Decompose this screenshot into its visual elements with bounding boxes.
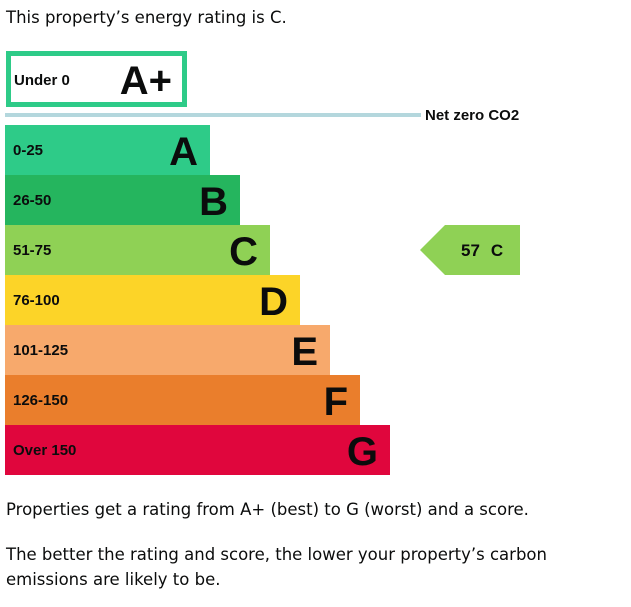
band-a-plus-letter: A+ — [120, 59, 172, 103]
band-b-range: 26-50 — [13, 192, 51, 209]
band-a-bar — [5, 125, 210, 175]
band-d-letter: D — [259, 280, 288, 324]
band-a-letter: A — [169, 130, 198, 174]
band-f: 126-150 F — [5, 375, 360, 425]
band-e-bar — [5, 325, 330, 375]
rating-explanation: Properties get a rating from A+ (best) t… — [6, 500, 529, 519]
band-a: 0-25 A — [5, 125, 210, 175]
band-g-bar — [5, 425, 390, 475]
band-b-bar — [5, 175, 240, 225]
band-f-letter: F — [324, 380, 348, 424]
band-a-range: 0-25 — [13, 142, 43, 159]
band-a-plus-range: Under 0 — [14, 72, 70, 89]
intro-text: This property’s energy rating is C. — [6, 8, 287, 27]
band-c: 51-75 C — [5, 225, 270, 275]
band-d-range: 76-100 — [13, 292, 60, 309]
current-rating-marker: 57 C — [420, 225, 520, 275]
band-a-plus: Under 0 A+ — [6, 51, 187, 107]
band-g-letter: G — [347, 430, 378, 474]
emissions-explanation: The better the rating and score, the low… — [6, 545, 547, 589]
current-rating-label: 57 C — [461, 241, 503, 260]
band-c-range: 51-75 — [13, 242, 51, 259]
band-g-range: Over 150 — [13, 442, 76, 459]
band-f-bar — [5, 375, 360, 425]
band-g: Over 150 G — [5, 425, 390, 475]
band-d-bar — [5, 275, 300, 325]
band-b: 26-50 B — [5, 175, 240, 225]
current-rating-letter: C — [491, 241, 503, 260]
band-e: 101-125 E — [5, 325, 330, 375]
band-c-letter: C — [229, 230, 258, 274]
band-e-letter: E — [291, 330, 318, 374]
band-b-letter: B — [199, 180, 228, 224]
current-rating-score: 57 — [461, 241, 480, 260]
band-c-bar — [5, 225, 270, 275]
net-zero-label: Net zero CO2 — [425, 107, 519, 124]
band-f-range: 126-150 — [13, 392, 68, 409]
current-rating-arrow — [420, 225, 520, 275]
band-a-plus-bar — [6, 51, 187, 107]
band-d: 76-100 D — [5, 275, 300, 325]
band-e-range: 101-125 — [13, 342, 68, 359]
energy-rating-chart: Under 0 A+0-25 A26-50 B51-75 C76-100 D101-125… — [5, 51, 520, 475]
